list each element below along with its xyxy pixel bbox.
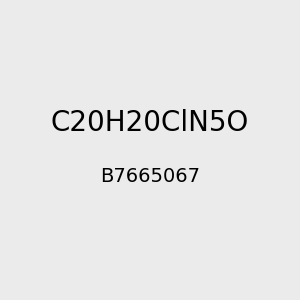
Text: C20H20ClN5O: C20H20ClN5O	[51, 109, 249, 137]
Text: B7665067: B7665067	[100, 167, 200, 187]
